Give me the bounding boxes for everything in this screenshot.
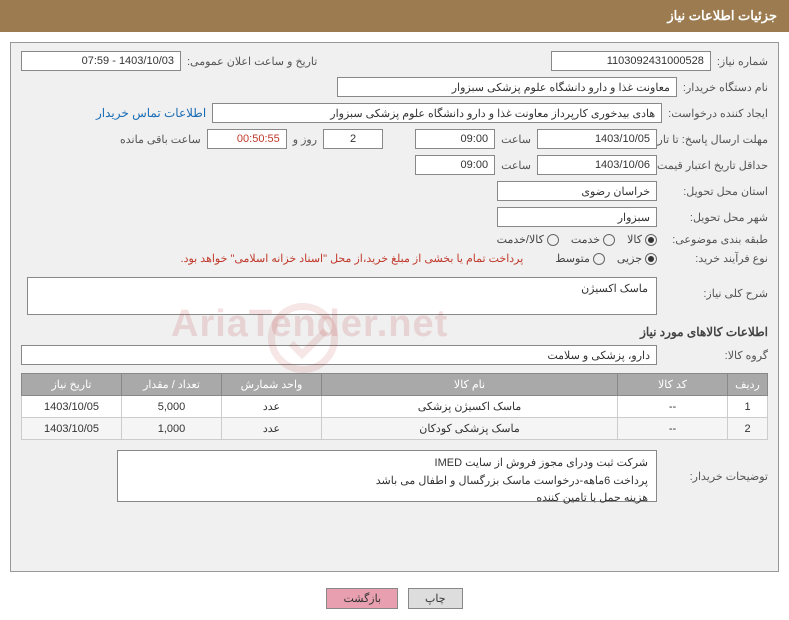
buyer-org-field: معاونت غذا و دارو دانشگاه علوم پزشکی سبز… <box>337 77 677 97</box>
th-name: نام کالا <box>322 374 618 396</box>
radio-icon <box>645 234 657 246</box>
deadline-time-field: 09:00 <box>415 129 495 149</box>
radio-both[interactable]: کالا/خدمت <box>497 233 559 246</box>
group-field: دارو، پزشکی و سلامت <box>21 345 657 365</box>
cell-qty: 5,000 <box>122 396 222 418</box>
announce-datetime-label: تاریخ و ساعت اعلان عمومی: <box>187 55 317 68</box>
validity-date-field: 1403/10/06 <box>537 155 657 175</box>
process-radio-group: جزیی متوسط <box>555 252 657 265</box>
radio-icon <box>645 253 657 265</box>
cell-row: 2 <box>728 418 768 440</box>
process-label: نوع فرآیند خرید: <box>663 252 768 265</box>
city-field: سبزوار <box>497 207 657 227</box>
city-label: شهر محل تحویل: <box>663 211 768 224</box>
radio-icon <box>603 234 615 246</box>
radio-mid[interactable]: متوسط <box>555 252 605 265</box>
cell-unit: عدد <box>222 396 322 418</box>
days-remaining-field: 2 <box>323 129 383 149</box>
cell-qty: 1,000 <box>122 418 222 440</box>
items-table: ردیف کد کالا نام کالا واحد شمارش تعداد /… <box>21 373 768 440</box>
validity-label: حداقل تاریخ اعتبار قیمت: تا تاریخ: <box>663 159 768 172</box>
deadline-label: مهلت ارسال پاسخ: تا تاریخ: <box>663 133 768 146</box>
panel-header: جزئیات اطلاعات نیاز <box>0 0 789 32</box>
form-container: AriaTender.net شماره نیاز: 1103092431000… <box>10 42 779 572</box>
buyer-notes-label: توضیحات خریدار: <box>663 470 768 483</box>
cell-unit: عدد <box>222 418 322 440</box>
radio-both-label: کالا/خدمت <box>497 233 544 246</box>
time-label-1: ساعت <box>501 133 531 146</box>
radio-jozi[interactable]: جزیی <box>617 252 657 265</box>
radio-kala[interactable]: کالا <box>627 233 657 246</box>
overview-label: شرح کلی نیاز: <box>663 277 768 300</box>
cell-date: 1403/10/05 <box>22 418 122 440</box>
buyer-contact-link[interactable]: اطلاعات تماس خریدار <box>96 106 206 120</box>
time-label-2: ساعت <box>501 159 531 172</box>
overview-field: ماسک اکسیژن <box>27 277 657 315</box>
group-label: گروه کالا: <box>663 349 768 362</box>
print-button[interactable]: چاپ <box>408 588 463 609</box>
th-qty: تعداد / مقدار <box>122 374 222 396</box>
radio-khadamat-label: خدمت <box>571 233 600 246</box>
back-button[interactable]: بازگشت <box>326 588 398 609</box>
deadline-date-field: 1403/10/05 <box>537 129 657 149</box>
items-section-title: اطلاعات کالاهای مورد نیاز <box>21 325 768 339</box>
requester-label: ایجاد کننده درخواست: <box>668 107 768 120</box>
need-number-field: 1103092431000528 <box>551 51 711 71</box>
cell-date: 1403/10/05 <box>22 396 122 418</box>
radio-icon <box>593 253 605 265</box>
announce-datetime-field: 1403/10/03 - 07:59 <box>21 51 181 71</box>
cell-name: ماسک اکسیژن پزشکی <box>322 396 618 418</box>
remain-label: ساعت باقی مانده <box>120 133 201 146</box>
buyer-notes-field: شرکت ثبت ودرای مجوز فروش از سایت IMED پر… <box>117 450 657 502</box>
countdown-field: 00:50:55 <box>207 129 287 149</box>
province-label: استان محل تحویل: <box>663 185 768 198</box>
button-row: چاپ بازگشت <box>10 582 779 615</box>
category-label: طبقه بندی موضوعی: <box>663 233 768 246</box>
requester-field: هادی بیدخوری کارپرداز معاونت غذا و دارو … <box>212 103 662 123</box>
category-radio-group: کالا خدمت کالا/خدمت <box>497 233 657 246</box>
radio-kala-label: کالا <box>627 233 642 246</box>
th-row: ردیف <box>728 374 768 396</box>
cell-code: -- <box>618 396 728 418</box>
payment-note: پرداخت تمام یا بخشی از مبلغ خرید،از محل … <box>181 252 524 265</box>
radio-khadamat[interactable]: خدمت <box>571 233 615 246</box>
th-unit: واحد شمارش <box>222 374 322 396</box>
table-row: 1--ماسک اکسیژن پزشکیعدد5,0001403/10/05 <box>22 396 768 418</box>
cell-name: ماسک پزشکی کودکان <box>322 418 618 440</box>
buyer-notes-line-3: هزینه حمل با تامین کننده <box>126 490 648 508</box>
cell-code: -- <box>618 418 728 440</box>
table-row: 2--ماسک پزشکی کودکانعدد1,0001403/10/05 <box>22 418 768 440</box>
radio-mid-label: متوسط <box>555 252 590 265</box>
province-field: خراسان رضوی <box>497 181 657 201</box>
buyer-org-label: نام دستگاه خریدار: <box>683 81 768 94</box>
validity-time-field: 09:00 <box>415 155 495 175</box>
cell-row: 1 <box>728 396 768 418</box>
buyer-notes-line-2: پرداخت 6ماهه-درخواست ماسک بزرگسال و اطفا… <box>126 473 648 491</box>
need-number-label: شماره نیاز: <box>717 55 768 68</box>
buyer-notes-line-1: شرکت ثبت ودرای مجوز فروش از سایت IMED <box>126 455 648 473</box>
radio-jozi-label: جزیی <box>617 252 642 265</box>
days-label: روز و <box>293 133 317 146</box>
th-code: کد کالا <box>618 374 728 396</box>
radio-icon <box>547 234 559 246</box>
th-date: تاریخ نیاز <box>22 374 122 396</box>
